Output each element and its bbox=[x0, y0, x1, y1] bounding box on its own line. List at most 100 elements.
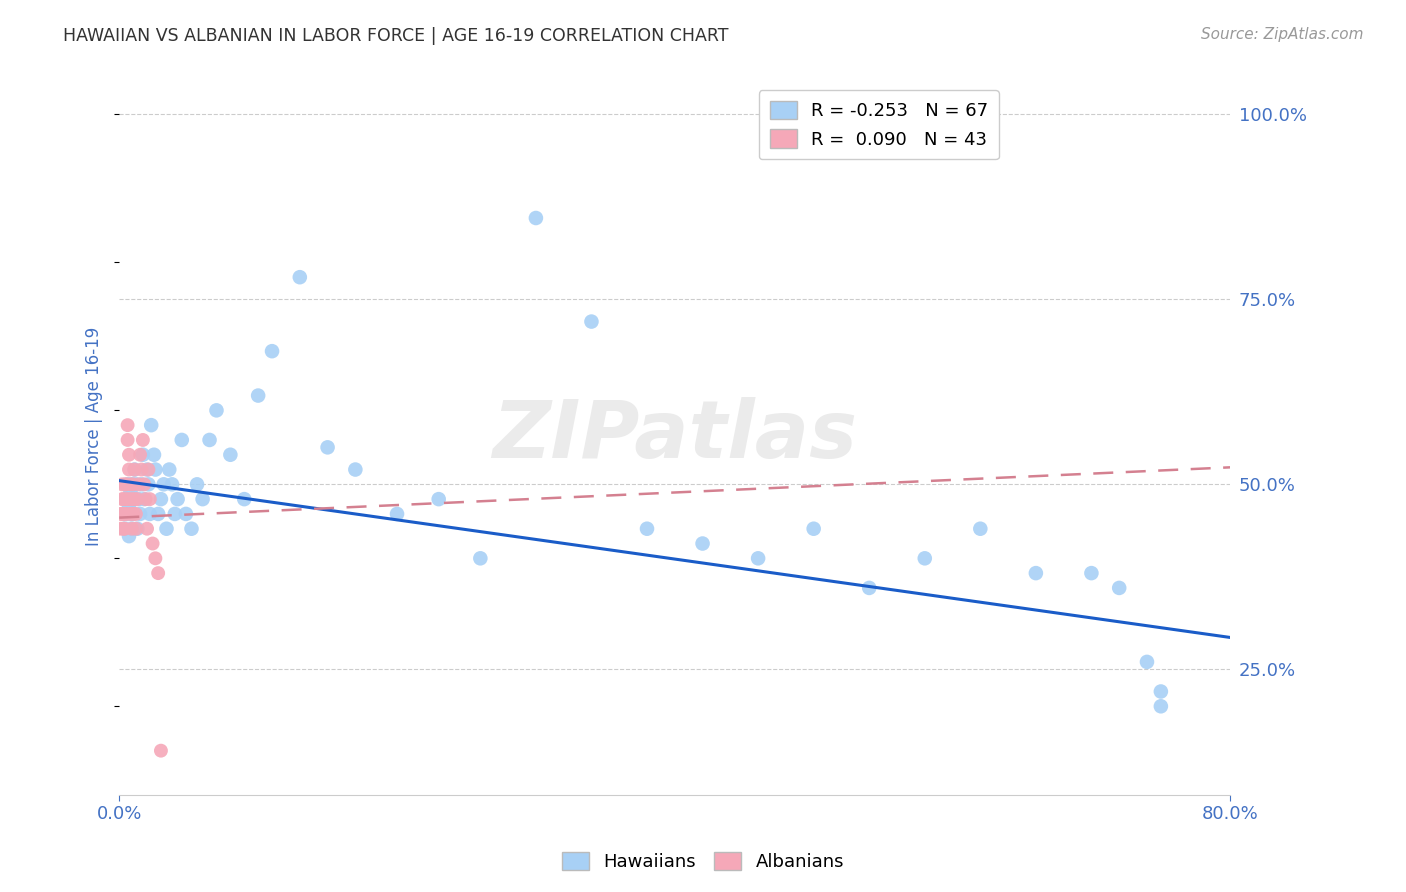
Point bbox=[138, 477, 160, 491]
Point bbox=[112, 492, 135, 507]
Point bbox=[111, 507, 134, 521]
Text: HAWAIIAN VS ALBANIAN IN LABOR FORCE | AGE 16-19 CORRELATION CHART: HAWAIIAN VS ALBANIAN IN LABOR FORCE | AG… bbox=[63, 27, 728, 45]
Point bbox=[129, 507, 152, 521]
Y-axis label: In Labor Force | Age 16-19: In Labor Force | Age 16-19 bbox=[86, 326, 103, 546]
Point bbox=[134, 477, 156, 491]
Point bbox=[127, 492, 149, 507]
Point bbox=[120, 507, 142, 521]
Point bbox=[115, 492, 138, 507]
Point bbox=[129, 448, 152, 462]
Point bbox=[914, 551, 936, 566]
Point bbox=[136, 522, 159, 536]
Point bbox=[135, 492, 157, 507]
Point bbox=[132, 433, 155, 447]
Point bbox=[138, 462, 160, 476]
Point bbox=[139, 507, 162, 521]
Point bbox=[1150, 684, 1173, 698]
Point bbox=[117, 477, 139, 491]
Point bbox=[112, 507, 135, 521]
Point bbox=[1136, 655, 1159, 669]
Point bbox=[316, 441, 339, 455]
Point bbox=[1150, 699, 1173, 714]
Point bbox=[247, 388, 270, 402]
Point bbox=[149, 744, 172, 758]
Point bbox=[124, 462, 146, 476]
Point bbox=[111, 492, 134, 507]
Point bbox=[124, 492, 146, 507]
Point bbox=[180, 522, 202, 536]
Point bbox=[111, 477, 134, 491]
Point bbox=[120, 484, 142, 499]
Point bbox=[155, 522, 177, 536]
Point bbox=[118, 500, 141, 514]
Point bbox=[581, 315, 603, 329]
Text: Source: ZipAtlas.com: Source: ZipAtlas.com bbox=[1201, 27, 1364, 42]
Point bbox=[121, 492, 143, 507]
Point bbox=[110, 507, 132, 521]
Point bbox=[146, 507, 169, 521]
Point bbox=[125, 507, 148, 521]
Point bbox=[120, 507, 142, 521]
Point bbox=[385, 507, 408, 521]
Point bbox=[152, 477, 174, 491]
Point bbox=[122, 492, 145, 507]
Point bbox=[219, 448, 242, 462]
Point bbox=[112, 507, 135, 521]
Point bbox=[121, 522, 143, 536]
Point bbox=[115, 477, 138, 491]
Point bbox=[139, 492, 162, 507]
Point bbox=[163, 507, 186, 521]
Point bbox=[125, 477, 148, 491]
Point bbox=[121, 477, 143, 491]
Point bbox=[636, 522, 658, 536]
Point bbox=[186, 477, 208, 491]
Point bbox=[747, 551, 769, 566]
Text: ZIPatlas: ZIPatlas bbox=[492, 397, 858, 475]
Point bbox=[117, 433, 139, 447]
Point bbox=[524, 211, 547, 225]
Point bbox=[858, 581, 880, 595]
Point bbox=[132, 448, 155, 462]
Point bbox=[122, 507, 145, 521]
Point bbox=[803, 522, 825, 536]
Point bbox=[121, 522, 143, 536]
Point bbox=[260, 344, 283, 359]
Legend: R = -0.253   N = 67, R =  0.090   N = 43: R = -0.253 N = 67, R = 0.090 N = 43 bbox=[759, 90, 1000, 160]
Point bbox=[134, 492, 156, 507]
Point bbox=[692, 536, 714, 550]
Legend: Hawaiians, Albanians: Hawaiians, Albanians bbox=[554, 845, 852, 879]
Point bbox=[174, 507, 197, 521]
Point bbox=[1108, 581, 1130, 595]
Point bbox=[114, 477, 136, 491]
Point bbox=[170, 433, 193, 447]
Point bbox=[198, 433, 221, 447]
Point bbox=[145, 551, 167, 566]
Point bbox=[131, 477, 153, 491]
Point bbox=[117, 507, 139, 521]
Point bbox=[124, 462, 146, 476]
Point bbox=[118, 462, 141, 476]
Point bbox=[344, 462, 367, 476]
Point bbox=[131, 462, 153, 476]
Point bbox=[149, 492, 172, 507]
Point bbox=[191, 492, 214, 507]
Point bbox=[142, 536, 165, 550]
Point bbox=[141, 418, 163, 433]
Point bbox=[166, 492, 188, 507]
Point bbox=[288, 270, 311, 285]
Point bbox=[118, 448, 141, 462]
Point bbox=[1025, 566, 1047, 581]
Point bbox=[233, 492, 256, 507]
Point bbox=[114, 522, 136, 536]
Point bbox=[112, 522, 135, 536]
Point bbox=[115, 492, 138, 507]
Point bbox=[125, 522, 148, 536]
Point bbox=[120, 477, 142, 491]
Point bbox=[117, 418, 139, 433]
Point bbox=[143, 448, 166, 462]
Point bbox=[427, 492, 450, 507]
Point bbox=[122, 507, 145, 521]
Point bbox=[160, 477, 183, 491]
Point bbox=[470, 551, 492, 566]
Point bbox=[157, 462, 180, 476]
